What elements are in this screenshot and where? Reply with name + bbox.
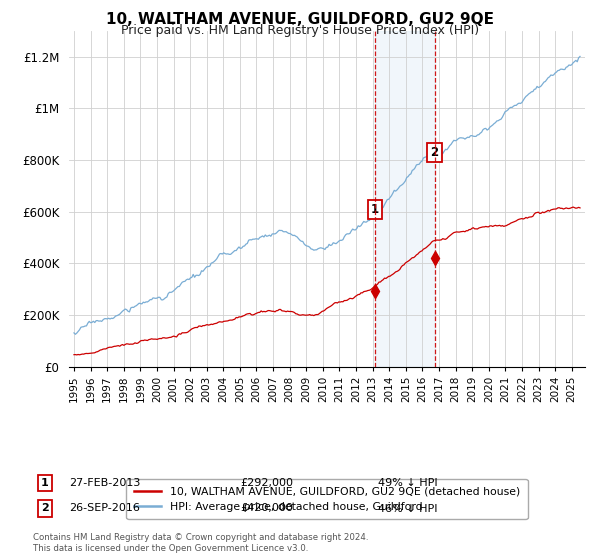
Text: Contains HM Land Registry data © Crown copyright and database right 2024.
This d: Contains HM Land Registry data © Crown c…	[33, 533, 368, 553]
Text: 26-SEP-2016: 26-SEP-2016	[69, 503, 140, 514]
Text: 1: 1	[41, 478, 49, 488]
Text: 27-FEB-2013: 27-FEB-2013	[69, 478, 140, 488]
Bar	[375, 31, 434, 367]
Text: 2: 2	[41, 503, 49, 514]
Legend: 10, WALTHAM AVENUE, GUILDFORD, GU2 9QE (detached house), HPI: Average price, det: 10, WALTHAM AVENUE, GUILDFORD, GU2 9QE (…	[127, 479, 527, 519]
Text: 1: 1	[371, 203, 379, 216]
Text: Price paid vs. HM Land Registry's House Price Index (HPI): Price paid vs. HM Land Registry's House …	[121, 24, 479, 37]
Text: £292,000: £292,000	[240, 478, 293, 488]
Text: 2: 2	[430, 146, 439, 159]
Text: 49% ↓ HPI: 49% ↓ HPI	[378, 478, 437, 488]
Text: £420,000: £420,000	[240, 503, 293, 514]
Text: 10, WALTHAM AVENUE, GUILDFORD, GU2 9QE: 10, WALTHAM AVENUE, GUILDFORD, GU2 9QE	[106, 12, 494, 27]
Text: 46% ↓ HPI: 46% ↓ HPI	[378, 503, 437, 514]
